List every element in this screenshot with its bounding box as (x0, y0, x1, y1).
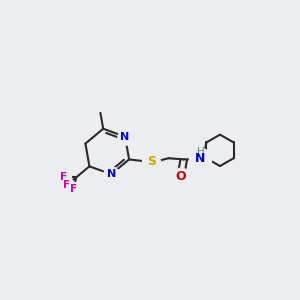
Text: O: O (176, 169, 186, 182)
Text: F: F (60, 172, 68, 182)
Text: F: F (70, 184, 77, 194)
Text: F: F (63, 180, 70, 190)
Text: N: N (120, 132, 130, 142)
Text: N: N (107, 169, 116, 179)
Text: H: H (196, 147, 204, 157)
Text: N: N (195, 152, 206, 165)
Text: S: S (147, 155, 156, 168)
